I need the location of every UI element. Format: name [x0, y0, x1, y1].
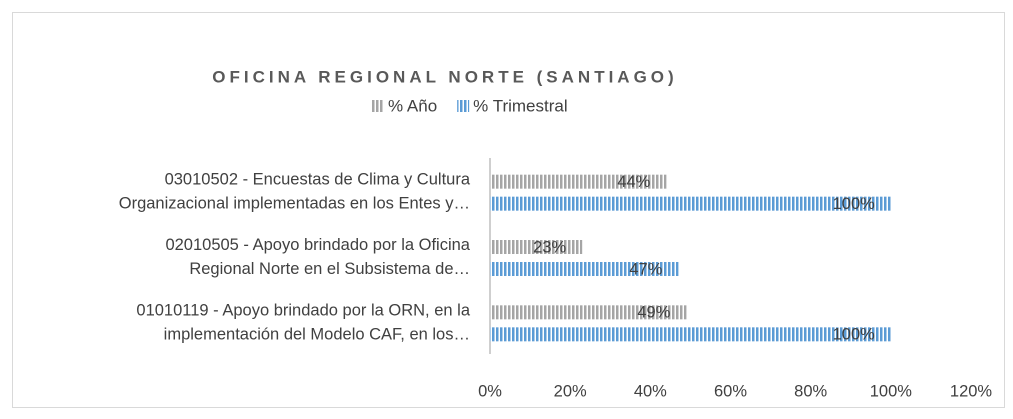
x-tick-label: 20% [554, 382, 587, 400]
bar [490, 305, 687, 320]
legend-label: % Trimestral [473, 96, 567, 115]
y-tick-label: 01010119 - Apoyo brindado por la ORN, en… [136, 302, 470, 344]
data-label: 100% [833, 326, 876, 344]
legend-swatch [372, 100, 384, 112]
bar [490, 196, 891, 211]
y-tick-label: 03010502 - Encuestas de Clima y Cultura O… [119, 171, 471, 213]
bar [490, 327, 891, 342]
bar [490, 174, 667, 189]
x-tick-label: 120% [950, 382, 993, 400]
legend-label: % Año [388, 96, 437, 115]
x-tick-label: 60% [714, 382, 747, 400]
x-tick-label: 40% [634, 382, 667, 400]
x-tick-label: 0% [478, 382, 502, 400]
data-label: 44% [617, 173, 650, 191]
legend-swatch [457, 100, 470, 112]
data-label: 23% [533, 238, 566, 256]
y-tick-label: 02010505 - Apoyo brindado por la Oficina… [165, 236, 470, 278]
bar [490, 262, 679, 276]
data-label: 49% [637, 304, 670, 322]
data-label: 100% [833, 195, 876, 213]
x-tick-label: 80% [794, 382, 827, 400]
x-tick-label: 100% [870, 382, 913, 400]
chart-title: OFICINA REGIONAL NORTE (SANTIAGO) [212, 67, 677, 86]
data-label: 47% [629, 260, 662, 278]
bar [490, 240, 583, 254]
